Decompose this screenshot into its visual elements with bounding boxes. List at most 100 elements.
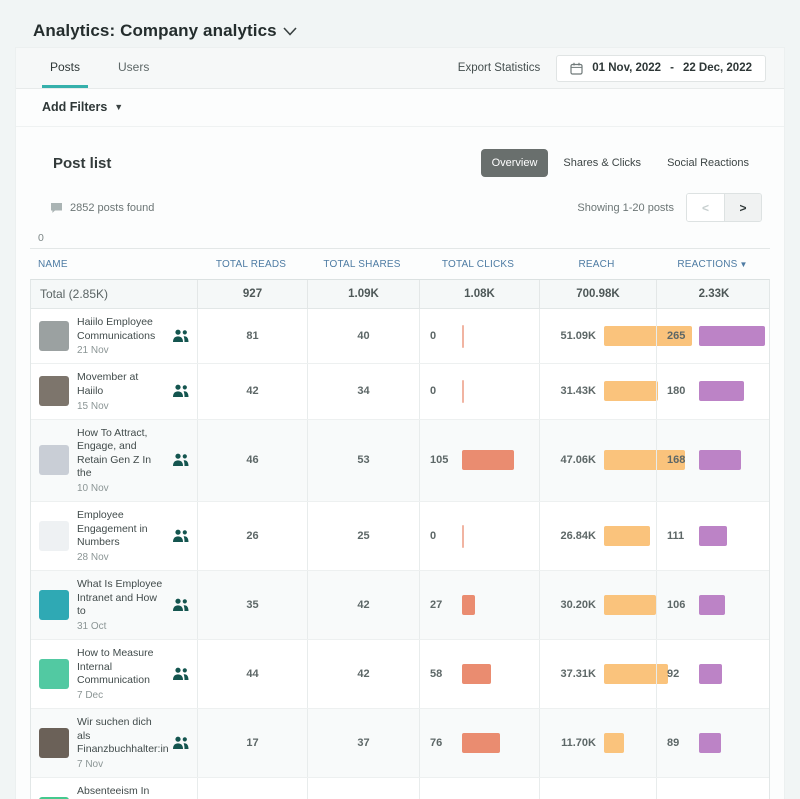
total-clicks: 1.08K bbox=[419, 280, 539, 308]
column-header-total-shares[interactable]: TOTAL SHARES bbox=[323, 258, 401, 270]
view-tab-shares-clicks[interactable]: Shares & Clicks bbox=[563, 157, 642, 169]
chevron-down-icon[interactable] bbox=[283, 23, 297, 41]
calendar-icon bbox=[570, 62, 583, 75]
table-body: Total (2.85K) 927 1.09K 1.08K 700.98K 2.… bbox=[30, 279, 770, 799]
post-name-cell: How to Measure Internal Communication 7 D… bbox=[31, 640, 197, 708]
post-name-cell: Wir suchen dich als Finanzbuchhalter:in 7… bbox=[31, 709, 197, 777]
column-header-total-reads[interactable]: TOTAL READS bbox=[215, 258, 287, 270]
column-header-reactions[interactable]: REACTIONS ▼ bbox=[677, 258, 748, 270]
total-label: Total (2.85K) bbox=[40, 287, 109, 301]
reactions-cell: 92 bbox=[656, 639, 771, 708]
audience-people-icon bbox=[172, 736, 189, 750]
post-thumbnail bbox=[39, 376, 69, 407]
total-shares-value: 37 bbox=[307, 708, 419, 777]
table-row: Absenteeism In the Workplace: Definition… bbox=[31, 777, 771, 799]
total-reactions: 2.33K bbox=[656, 280, 771, 308]
audience-people-icon bbox=[172, 529, 189, 543]
post-name-text: How to Measure Internal Communication 7 D… bbox=[77, 647, 164, 701]
reactions-bar bbox=[699, 526, 727, 547]
clicks-bar bbox=[462, 379, 464, 403]
post-title-link[interactable]: Absenteeism In the Workplace: Definition… bbox=[77, 784, 150, 799]
reach-cell: 30.20K bbox=[539, 571, 656, 639]
post-title-link[interactable]: Wir suchen dich als Finanzbuchhalter:in bbox=[77, 715, 169, 756]
filters-row: Add Filters ▼ bbox=[16, 89, 784, 127]
post-thumbnail bbox=[39, 658, 69, 689]
post-title-link[interactable]: Movember at Haiilo bbox=[77, 371, 139, 397]
post-title-link[interactable]: How To Attract, Engage, and Retain Gen Z… bbox=[77, 426, 152, 480]
audience-people-icon bbox=[172, 667, 189, 681]
page-title: Analytics: Company analytics bbox=[33, 20, 277, 40]
reach-value: 31.43K bbox=[560, 385, 596, 398]
reactions-cell: 180 bbox=[656, 364, 771, 419]
column-header-reach[interactable]: REACH bbox=[578, 258, 615, 270]
total-reads-value: 81 bbox=[197, 309, 307, 364]
next-page-button[interactable]: > bbox=[724, 194, 761, 221]
clicks-bar bbox=[462, 324, 464, 348]
view-tab-social-reactions[interactable]: Social Reactions bbox=[667, 157, 749, 169]
reach-bar bbox=[604, 526, 650, 547]
total-shares-value: 53 bbox=[307, 419, 419, 502]
post-name-text: Absenteeism In the Workplace: Definition… bbox=[77, 785, 164, 799]
total-clicks-cell: 76 bbox=[419, 708, 539, 777]
tabs-bar: Posts Users Export Statistics 01 Nov, 20… bbox=[16, 48, 784, 89]
reactions-cell: 89 bbox=[656, 708, 771, 777]
date-end: 22 Dec, 2022 bbox=[682, 62, 752, 74]
total-reads: 927 bbox=[197, 280, 307, 308]
post-name-cell: Movember at Haiilo 15 Nov bbox=[31, 364, 197, 418]
reactions-bar bbox=[699, 595, 725, 615]
date-range-picker[interactable]: 01 Nov, 2022 - 22 Dec, 2022 bbox=[556, 54, 766, 82]
clicks-bar bbox=[462, 732, 500, 753]
previous-page-button[interactable]: < bbox=[687, 194, 724, 221]
total-clicks-value: 105 bbox=[430, 454, 449, 467]
total-clicks-value: 0 bbox=[430, 385, 437, 398]
reactions-value: 106 bbox=[667, 599, 686, 611]
reactions-bar bbox=[699, 326, 765, 347]
post-name-cell: Employee Engagement in Numbers 28 Nov bbox=[31, 502, 197, 570]
post-title-link[interactable]: Employee Engagement in Numbers bbox=[77, 509, 148, 549]
table-header-row: NAME TOTAL READS TOTAL SHARES TOTAL CLIC… bbox=[30, 249, 770, 279]
axis-zero-label: 0 bbox=[30, 230, 770, 249]
reach-value: 30.20K bbox=[560, 599, 596, 611]
post-name-cell: Haiilo Employee Communications 21 Nov bbox=[31, 309, 197, 363]
post-date: 31 Oct bbox=[77, 620, 107, 632]
add-filters-button[interactable]: Add Filters bbox=[42, 100, 108, 114]
reach-bar bbox=[604, 663, 668, 684]
clicks-bar bbox=[462, 595, 475, 615]
column-header-total-clicks[interactable]: TOTAL CLICKS bbox=[441, 258, 515, 270]
view-tab-overview[interactable]: Overview bbox=[480, 149, 549, 177]
post-name-cell: How To Attract, Engage, and Retain Gen Z… bbox=[31, 420, 197, 502]
tab-users[interactable]: Users bbox=[118, 59, 150, 74]
comment-bubble-icon bbox=[50, 202, 63, 214]
caret-down-icon: ▼ bbox=[114, 102, 124, 112]
tab-posts[interactable]: Posts bbox=[42, 48, 89, 88]
total-shares-value: 42 bbox=[307, 571, 419, 639]
post-thumbnail bbox=[39, 727, 69, 758]
date-separator: - bbox=[670, 62, 674, 74]
table-row: Movember at Haiilo 15 Nov 42 34 0 31.43K 180 bbox=[31, 364, 771, 420]
reach-value: 51.09K bbox=[560, 330, 596, 343]
post-date: 21 Nov bbox=[77, 345, 109, 357]
total-clicks-value: 27 bbox=[430, 599, 443, 611]
total-reach: 700.98K bbox=[539, 280, 656, 308]
reach-value: 37.31K bbox=[560, 667, 596, 680]
reach-cell: 26.84K bbox=[539, 502, 656, 571]
reactions-value: 111 bbox=[667, 530, 685, 543]
total-shares: 1.09K bbox=[307, 280, 419, 308]
post-name-text: Wir suchen dich als Finanzbuchhalter:in 7… bbox=[77, 715, 169, 770]
post-title-link[interactable]: What Is Employee Intranet and How to bbox=[77, 578, 163, 618]
pagination-area: Showing 1-20 posts < > bbox=[577, 193, 762, 222]
post-title-link[interactable]: Haiilo Employee Communications bbox=[77, 316, 156, 342]
reactions-value: 180 bbox=[667, 385, 686, 398]
column-header-name[interactable]: NAME bbox=[38, 258, 68, 270]
export-statistics-button[interactable]: Export Statistics bbox=[457, 62, 541, 74]
post-name-cell: What Is Employee Intranet and How to 31 O… bbox=[31, 571, 197, 639]
reach-value: 26.84K bbox=[560, 530, 596, 543]
reactions-bar bbox=[699, 732, 721, 753]
post-table: NAME TOTAL READS TOTAL SHARES TOTAL CLIC… bbox=[30, 249, 770, 799]
post-name-text: What Is Employee Intranet and How to 31 O… bbox=[77, 578, 164, 632]
reactions-cell: 84 bbox=[656, 777, 771, 799]
post-title-link[interactable]: How to Measure Internal Communication bbox=[77, 646, 154, 687]
total-shares-value: 34 bbox=[307, 364, 419, 419]
reactions-value: 265 bbox=[667, 330, 686, 343]
reactions-bar bbox=[699, 381, 744, 402]
